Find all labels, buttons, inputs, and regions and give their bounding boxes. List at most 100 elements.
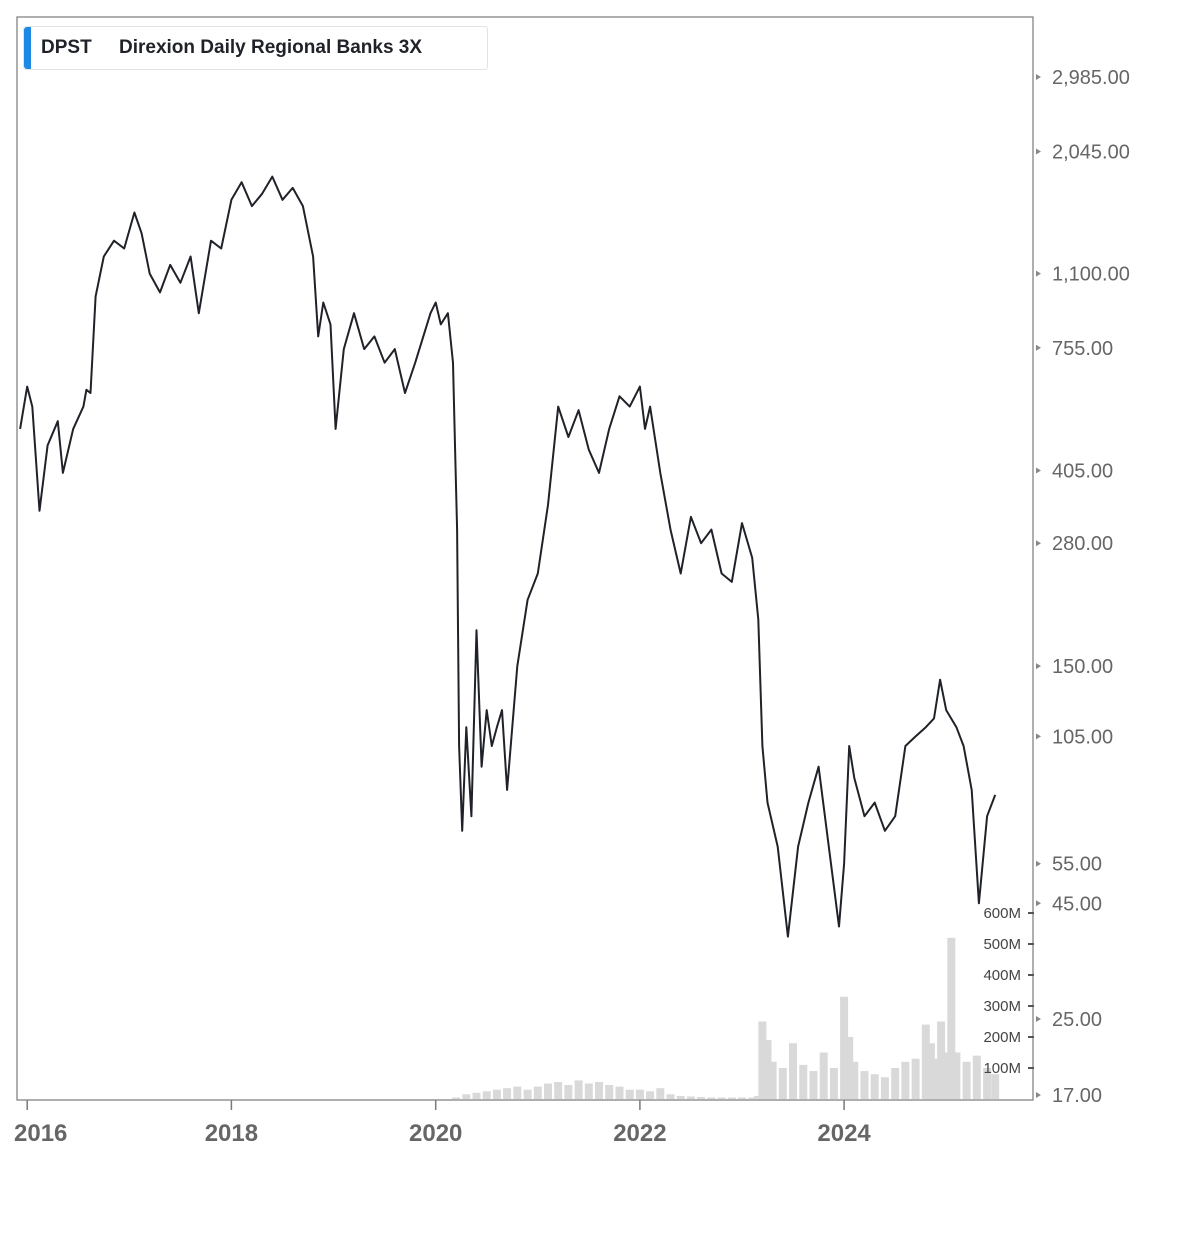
volume-tick-label: 100M [983, 1060, 1021, 1077]
price-tick-mark [1036, 1092, 1041, 1098]
volume-bar [870, 1074, 879, 1099]
volume-bar [615, 1086, 624, 1099]
price-tick-mark [1036, 74, 1041, 80]
volume-bar [482, 1091, 491, 1100]
time-axis: 2016 2018 2020 2022 2024 [14, 1100, 871, 1147]
volume-bar [656, 1088, 665, 1099]
price-tick-mark [1036, 663, 1041, 670]
volume-tick-label: 200M [983, 1029, 1021, 1046]
volume-bar [819, 1052, 828, 1099]
price-tick-label: 405.00 [1052, 461, 1113, 483]
volume-bar [605, 1085, 614, 1099]
time-tick-label: 2018 [205, 1120, 258, 1147]
volume-axis: 600M 500M 400M 300M 200M 100M [983, 905, 1034, 1077]
volume-bar [926, 1043, 935, 1099]
volume-bar [921, 1024, 930, 1099]
volume-bar [503, 1088, 512, 1099]
volume-bar [676, 1095, 685, 1099]
volume-bar [462, 1094, 471, 1099]
volume-bar [492, 1089, 501, 1099]
volume-bar [932, 1058, 940, 1099]
volume-bar [901, 1061, 910, 1099]
price-tick-label: 280.00 [1052, 533, 1113, 555]
price-tick-mark [1036, 344, 1041, 351]
volume-bar [523, 1089, 532, 1099]
volume-bar [738, 1097, 746, 1099]
volume-bar [595, 1082, 603, 1099]
price-tick-label: 2,985.00 [1052, 67, 1130, 89]
plot-frame [16, 16, 1034, 1101]
volume-bar [962, 1061, 971, 1099]
price-tick-mark [1036, 733, 1041, 740]
volume-bar [991, 1074, 1000, 1099]
legend-accent-bar [24, 27, 31, 69]
volume-bar [789, 1043, 797, 1099]
volume-bar [584, 1083, 593, 1099]
price-tick-mark [1036, 900, 1041, 907]
volume-tick-label: 300M [983, 998, 1021, 1015]
price-tick-label: 45.00 [1052, 893, 1102, 915]
price-tick-mark [1036, 148, 1041, 155]
time-tick-label: 2020 [409, 1120, 462, 1147]
volume-bar [697, 1097, 706, 1099]
volume-bar [635, 1089, 644, 1099]
price-tick-mark [1036, 270, 1041, 277]
volume-bar [564, 1085, 573, 1099]
price-tick-label: 1,100.00 [1052, 264, 1130, 286]
price-line [19, 175, 997, 938]
volume-bar [533, 1086, 542, 1099]
volume-tick-label: 500M [983, 936, 1021, 953]
volume-bar [472, 1092, 481, 1099]
volume-bar [860, 1071, 869, 1099]
volume-bar [840, 996, 849, 1099]
volume-bar [763, 1040, 772, 1099]
volume-bar [452, 1097, 461, 1099]
volume-bar [778, 1068, 787, 1099]
volume-bar [952, 1052, 961, 1099]
price-tick-mark [1036, 860, 1041, 867]
volume-bar [845, 1037, 854, 1099]
volume-tick-label: 600M [983, 905, 1021, 922]
volume-bar [748, 1097, 757, 1099]
volume-bar [686, 1096, 695, 1099]
volume-bar [554, 1082, 563, 1099]
volume-bar [707, 1097, 716, 1099]
price-tick-label: 150.00 [1052, 656, 1113, 678]
price-tick-mark [1036, 540, 1041, 547]
volume-bar [850, 1061, 859, 1099]
legend-fund-name: Direxion Daily Regional Banks 3X [119, 37, 423, 58]
volume-bar [891, 1068, 900, 1099]
volume-bar [758, 1021, 767, 1099]
volume-tick-label: 400M [983, 967, 1021, 984]
price-tick-mark [1036, 1016, 1041, 1022]
volume-bar [809, 1071, 818, 1099]
price-tick-label: 105.00 [1052, 726, 1113, 748]
volume-bar [666, 1094, 675, 1099]
volume-bar [717, 1097, 726, 1099]
volume-bar [574, 1080, 583, 1099]
price-axis: 2,985.00 2,045.00 1,100.00 755.00 405.00 280.… [1036, 67, 1130, 1107]
volume-bar [880, 1077, 889, 1099]
price-tick-label: 25.00 [1052, 1009, 1102, 1031]
price-tick-label: 17.00 [1052, 1085, 1102, 1107]
legend: DPST Direxion Daily Regional Banks 3X [23, 26, 488, 70]
volume-bar [937, 1021, 946, 1099]
volume-bar [625, 1089, 634, 1099]
volume-bar [947, 937, 956, 1099]
legend-ticker: DPST [41, 37, 92, 58]
volume-bar [727, 1097, 736, 1099]
volume-bar [646, 1091, 655, 1100]
volume-bar [911, 1058, 920, 1099]
volume-bar [544, 1083, 552, 1099]
volume-bar [799, 1064, 808, 1099]
volume-bar [983, 1068, 992, 1099]
time-tick-label: 2024 [817, 1120, 871, 1147]
price-tick-mark [1036, 467, 1041, 474]
price-tick-label: 55.00 [1052, 854, 1102, 876]
volume-bar [754, 1095, 763, 1099]
volume-bar [513, 1086, 522, 1099]
volume-bars [452, 937, 1000, 1100]
price-tick-label: 755.00 [1052, 338, 1113, 360]
volume-bar [768, 1061, 777, 1099]
